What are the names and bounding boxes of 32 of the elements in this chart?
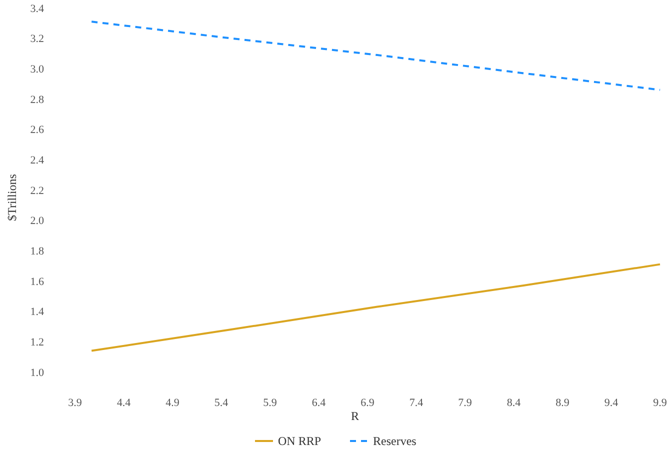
y-tick-label: 2.2 [30, 184, 44, 197]
y-tick-label: 1.0 [30, 366, 44, 379]
x-tick-label: 4.4 [116, 397, 132, 409]
y-tick-label: 2.4 [30, 154, 44, 167]
x-tick-label: 8.9 [556, 397, 570, 409]
legend-label: ON RRP [278, 434, 322, 448]
legend-label: Reserves [373, 434, 417, 448]
y-tick-label: 3.2 [30, 33, 44, 46]
y-tick-label: 1.8 [30, 246, 44, 258]
x-tick-label: 6.4 [312, 397, 326, 409]
x-tick-label: 5.4 [214, 397, 229, 409]
y-tick-label: 1.6 [30, 276, 44, 288]
y-tick-label: 1.4 [30, 306, 44, 318]
y-tick-label: 2.6 [30, 124, 44, 136]
y-tick-label: 2.8 [30, 94, 44, 106]
line-series [90, 20, 661, 91]
x-tick-label: 7.9 [458, 397, 472, 409]
x-tick-label: 9.9 [653, 397, 668, 409]
x-tick-label: 6.9 [360, 397, 375, 409]
y-axis-title: $Trillions [5, 174, 19, 221]
x-axis-title: R [350, 409, 360, 423]
x-tick-label: 9.4 [604, 397, 619, 409]
y-tick-label: 3.4 [30, 2, 44, 15]
y-tick-label: 3.0 [30, 64, 44, 76]
x-tick-label: 5.9 [263, 397, 278, 409]
y-tick-label: 2.0 [30, 215, 44, 228]
x-tick-label: 8.4 [506, 397, 522, 409]
x-tick-label: 3.9 [68, 397, 82, 409]
x-tick-label: 7.4 [409, 397, 424, 409]
y-tick-label: 1.2 [30, 336, 44, 349]
line-series [90, 263, 661, 352]
x-tick-label: 4.9 [166, 397, 180, 409]
